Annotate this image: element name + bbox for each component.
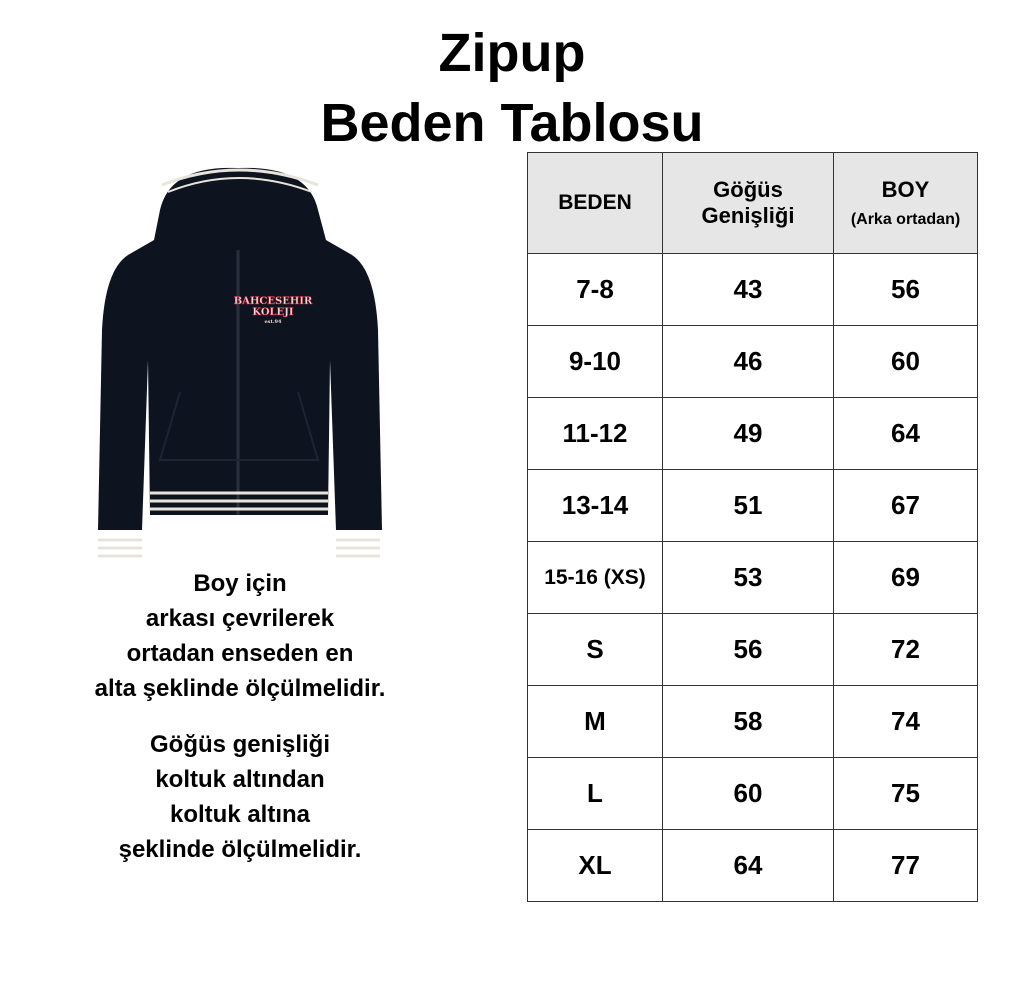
svg-text:BAHCESEHIR: BAHCESEHIR: [234, 296, 313, 307]
note-line: koltuk altından: [155, 766, 325, 793]
table-row: 13-14 51 67: [527, 469, 978, 542]
chest-measurement-note: Göğüs genişliği koltuk altından koltuk a…: [40, 727, 440, 867]
table-row: 9-10 46 60: [527, 325, 978, 398]
size-table: BEDEN Göğüs Genişliği BOY (Arka ortadan)…: [527, 152, 978, 902]
cell-size: 9-10: [527, 325, 663, 398]
cell-chest: 56: [662, 613, 834, 686]
note-line: Göğüs genişliği: [149, 731, 330, 758]
header-boy-sub: (Arka ortadan): [850, 211, 961, 228]
note-line: koltuk altına: [169, 801, 311, 828]
table-row: L 60 75: [527, 757, 978, 830]
cell-size: 11-12: [527, 397, 663, 470]
cell-length: 67: [833, 469, 978, 542]
title-line-1: Zipup: [438, 23, 586, 83]
cell-chest: 53: [662, 541, 834, 614]
cell-size: M: [527, 685, 663, 758]
svg-text:KOLEJI: KOLEJI: [252, 307, 294, 318]
note-line: alta şeklinde ölçülmelidir.: [94, 675, 386, 702]
header-gogus-line: Göğüs: [713, 177, 783, 202]
school-logo: BAHCESEHIR KOLEJI est.94: [234, 296, 314, 325]
header-beden: BEDEN: [527, 152, 663, 254]
table-row: S 56 72: [527, 613, 978, 686]
cell-chest: 64: [662, 829, 834, 902]
cell-size: XL: [527, 829, 663, 902]
cell-length: 56: [833, 253, 978, 326]
note-line: ortadan enseden en: [126, 640, 354, 667]
cell-chest: 49: [662, 397, 834, 470]
svg-text:est.94: est.94: [264, 319, 282, 325]
note-line: arkası çevrilerek: [145, 605, 335, 632]
header-gogus-line: Genişliği: [701, 203, 795, 228]
cell-chest: 43: [662, 253, 834, 326]
cell-length: 64: [833, 397, 978, 470]
cell-chest: 58: [662, 685, 834, 758]
header-boy: BOY (Arka ortadan): [833, 152, 978, 254]
table-header: BEDEN Göğüs Genişliği BOY (Arka ortadan): [527, 152, 978, 254]
header-boy-label: BOY: [881, 177, 930, 202]
length-measurement-note: Boy için arkası çevrilerek ortadan ensed…: [40, 566, 440, 706]
table-row: XL 64 77: [527, 829, 978, 902]
note-line: şeklinde ölçülmelidir.: [118, 836, 362, 863]
cell-size: 15-16 (XS): [527, 541, 663, 614]
hoodie-image: BAHCESEHIR KOLEJI est.94: [98, 167, 382, 558]
table-row: 15-16 (XS) 53 69: [527, 541, 978, 614]
cell-length: 72: [833, 613, 978, 686]
header-gogus: Göğüs Genişliği: [662, 152, 834, 254]
cell-length: 75: [833, 757, 978, 830]
title-line-2: Beden Tablosu: [320, 93, 704, 153]
cell-chest: 46: [662, 325, 834, 398]
cell-length: 74: [833, 685, 978, 758]
cell-chest: 60: [662, 757, 834, 830]
cell-chest: 51: [662, 469, 834, 542]
cell-size: S: [527, 613, 663, 686]
table-row: 7-8 43 56: [527, 253, 978, 326]
cell-length: 69: [833, 541, 978, 614]
table-row: M 58 74: [527, 685, 978, 758]
note-line: Boy için: [193, 570, 287, 597]
cell-length: 60: [833, 325, 978, 398]
cell-length: 77: [833, 829, 978, 902]
cell-size: 13-14: [527, 469, 663, 542]
cell-size: L: [527, 757, 663, 830]
cell-size: 7-8: [527, 253, 663, 326]
table-row: 11-12 49 64: [527, 397, 978, 470]
